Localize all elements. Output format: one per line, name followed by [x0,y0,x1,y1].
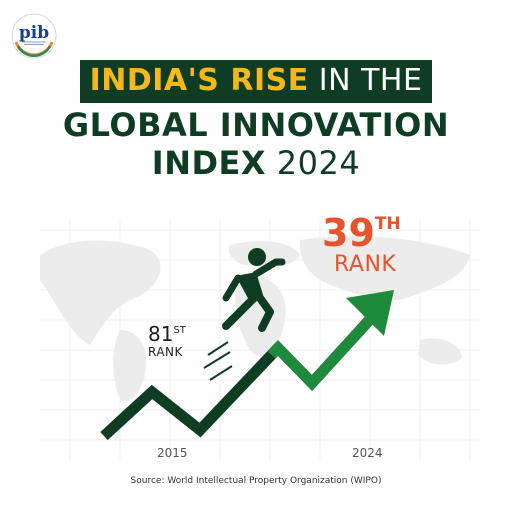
running-person-icon [222,248,286,332]
rising-arrow-icon [346,290,394,336]
title-line-3: INDEX 2024 [0,144,512,182]
page-title: INDIA'S RISE IN THE GLOBAL INNOVATION IN… [0,60,512,182]
svg-text:pib: pib [19,23,49,43]
rise-zigzag [100,300,389,441]
start-rank-label: RANK [148,345,183,359]
source-note: Source: World Intellectual Property Orga… [130,476,382,486]
start-rank: 81ST RANK [148,324,186,358]
end-rank-label: RANK [334,252,397,277]
title-line-2: GLOBAL INNOVATION [62,106,450,144]
rise-line-dark [100,300,389,441]
title-index: INDEX [151,144,267,182]
title-year: 2024 [276,144,361,182]
title-line-1: INDIA'S RISE IN THE [79,60,433,103]
start-rank-number: 81 [148,322,174,346]
end-rank: 39TH RANK [322,214,401,276]
start-rank-suffix: ST [173,325,186,336]
world-map-icon [40,236,470,402]
end-rank-suffix: TH [374,214,401,234]
pib-logo-icon: pib [11,13,57,59]
title-line-1-rest: IN THE [318,63,423,98]
rise-line-green [100,300,389,441]
end-rank-number: 39 [322,211,375,255]
speed-lines [203,341,233,381]
title-highlight: INDIA'S RISE [89,63,309,98]
start-year: 2015 [157,446,188,460]
end-year: 2024 [352,446,383,460]
